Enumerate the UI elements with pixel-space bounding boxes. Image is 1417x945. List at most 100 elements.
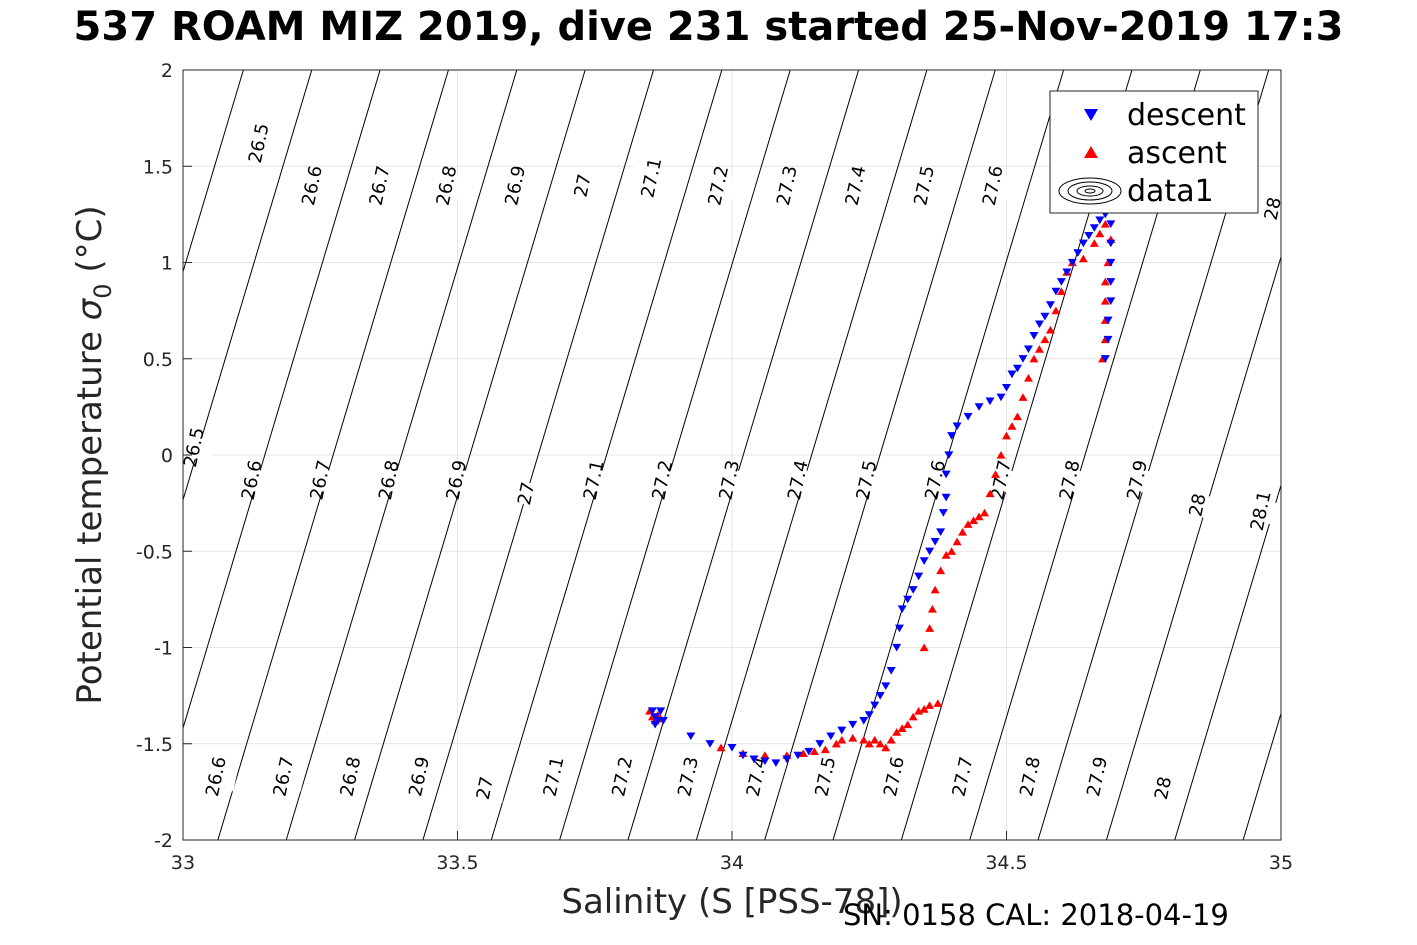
ascent-point — [886, 735, 896, 744]
ascent-point — [952, 537, 962, 546]
contour-label-gap — [872, 761, 916, 792]
descent-point — [1106, 278, 1116, 286]
y-tick-label: 2 — [161, 60, 173, 82]
ascent-point — [870, 735, 880, 744]
ascent-point — [947, 547, 957, 555]
contour-label-gap — [229, 465, 274, 495]
ascent-point — [809, 747, 819, 756]
contour-label-gap — [734, 761, 779, 792]
contour-label-gap — [844, 465, 889, 495]
ascent-point — [908, 712, 918, 721]
ascent-point — [980, 508, 990, 517]
contour-label-gap — [367, 465, 411, 495]
ascent-point — [903, 720, 913, 729]
legend-ascent-label: ascent — [1127, 136, 1227, 171]
y-axis-label-unit: (°C) — [70, 205, 110, 283]
descent-point — [1023, 345, 1033, 354]
descent-point — [1106, 258, 1116, 267]
contour-label: 27 — [514, 480, 539, 507]
descent-point — [1078, 239, 1088, 248]
descent-point — [848, 720, 858, 729]
contour-label-gap — [666, 761, 710, 792]
contour-label-gap — [629, 162, 674, 193]
descent-point — [658, 717, 668, 725]
contour-label: 27 — [473, 775, 498, 802]
contour-label-gap — [776, 465, 820, 495]
contour-label-gap — [833, 170, 878, 201]
x-tick-label: 34.5 — [985, 852, 1027, 874]
ascent-point — [892, 728, 902, 736]
ascent-point — [1029, 354, 1039, 363]
contour-label-gap — [765, 170, 809, 201]
sensor-info: SN: 0158 CAL: 2018-04-19 — [843, 898, 1229, 932]
descent-point — [941, 493, 951, 502]
descent-point — [650, 713, 660, 721]
ascent-point — [1100, 296, 1110, 305]
descent-point — [1103, 316, 1113, 325]
descent-point — [985, 397, 995, 406]
legend: descent ascent data1 — [1049, 90, 1259, 214]
y-tick-label: -2 — [154, 830, 173, 852]
contour-label-gap — [707, 465, 752, 495]
descent-point — [1007, 370, 1017, 379]
y-tick-label: 0.5 — [143, 349, 173, 371]
descent-point — [947, 432, 957, 440]
contour-label-gap — [424, 170, 469, 201]
y-tick-label: 1 — [161, 253, 173, 275]
contour-label-gap — [600, 761, 645, 792]
descent-point — [925, 547, 935, 556]
isopycnal-line — [285, 70, 518, 840]
isopycnal-line — [695, 70, 928, 840]
contour-label: 28 — [1185, 492, 1210, 519]
legend-descent-label: descent — [1127, 98, 1246, 133]
ascent-point — [831, 739, 841, 748]
descent-point — [870, 701, 880, 710]
descent-point — [1034, 320, 1044, 329]
descent-point — [919, 557, 929, 565]
contour-label-gap — [357, 170, 402, 201]
contour-label-gap — [1250, 193, 1295, 224]
ascent-point — [958, 527, 968, 536]
ascent-point — [1012, 412, 1022, 421]
ascent-point — [1100, 277, 1110, 286]
contour-label-gap — [979, 465, 1023, 495]
ascent-point — [1056, 287, 1066, 295]
ascent-point — [969, 516, 979, 525]
ascent-point — [1018, 393, 1028, 401]
legend-box — [1049, 90, 1259, 214]
contour-label-gap — [940, 761, 985, 792]
descent-point — [826, 732, 836, 741]
contour-label-gap — [696, 170, 741, 201]
y-axis-label-subscript: 0 — [89, 283, 117, 298]
isopycnal-line — [1380, 70, 1417, 840]
contour-label-gap — [236, 128, 281, 159]
descent-point — [1051, 287, 1061, 296]
x-axis-label: Salinity (S [PSS-78]) — [561, 882, 902, 922]
descent-point — [749, 755, 759, 764]
ascent-point — [974, 512, 984, 521]
contour-label-gap — [290, 170, 334, 201]
x-tick-label: 33 — [171, 852, 195, 874]
descent-point — [650, 720, 660, 729]
ascent-point — [881, 743, 891, 752]
contour-label-gap — [1008, 761, 1052, 792]
legend-data1-marker — [1058, 177, 1122, 205]
contour-label-gap — [970, 170, 1015, 201]
descent-point — [793, 751, 803, 760]
y-tick-label: -1.5 — [136, 734, 173, 756]
contour-label-gap — [463, 773, 507, 803]
legend-descent-marker — [1084, 109, 1098, 121]
isopycnal-line — [764, 70, 996, 840]
contour-label: 28 — [1261, 195, 1286, 222]
descent-point — [1029, 332, 1039, 340]
ascent-point — [1095, 229, 1105, 238]
isopycnal-line — [1174, 483, 1281, 840]
y-axis-label-main: Potential temperature — [70, 320, 110, 704]
ascent-point — [848, 733, 858, 742]
ascent-point — [925, 624, 935, 632]
y-axis-ticks: 2 1.5 1 0.5 0 -0.5 -1 -1.5 -2 — [136, 60, 192, 852]
descent-point — [914, 572, 924, 581]
ascent-point — [1045, 325, 1055, 334]
contour-label-gap — [1175, 490, 1220, 520]
